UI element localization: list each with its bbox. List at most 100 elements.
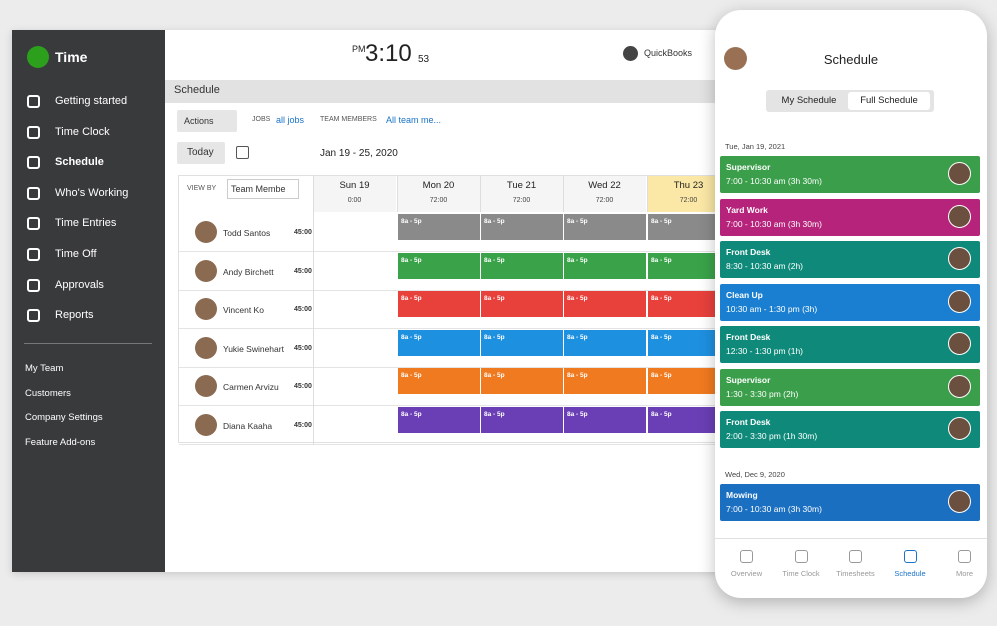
members-label: TEAM MEMBERS: [320, 116, 377, 123]
nav-icon: [27, 125, 40, 139]
view-by-select[interactable]: Team Membe: [227, 179, 299, 199]
nav-item[interactable]: Customers: [25, 387, 71, 399]
member-hours: 45:00: [294, 421, 312, 429]
tab[interactable]: Full Schedule: [848, 92, 930, 110]
shift[interactable]: 8a - 5p: [481, 329, 563, 356]
member-name: Carmen Arvizu: [223, 382, 279, 392]
avatar: [195, 298, 217, 320]
card-title: Front Desk: [726, 417, 771, 427]
shift[interactable]: 8a - 5p: [398, 406, 480, 433]
shift[interactable]: 8a - 5p: [481, 214, 563, 240]
shift[interactable]: 8a - 5p: [564, 329, 646, 356]
shift[interactable]: 8a - 5p: [564, 291, 646, 317]
shift[interactable]: 8a - 5p: [564, 368, 646, 394]
shift[interactable]: 8a - 5p: [481, 291, 563, 317]
nav-item[interactable]: Who's Working: [55, 186, 129, 199]
nav-item[interactable]: Company Settings: [25, 412, 103, 423]
avatar: [195, 336, 217, 359]
bottom-nav-item[interactable]: More: [955, 569, 974, 578]
shift[interactable]: 8a - 5p: [564, 252, 646, 279]
shift[interactable]: 8a - 5p: [398, 291, 480, 317]
actions-button[interactable]: Actions: [177, 110, 237, 132]
bottom-nav-item[interactable]: Schedule: [894, 569, 926, 578]
card-time: 7:00 - 10:30 am (3h 30m): [726, 503, 822, 514]
member-name: Andy Birchett: [223, 266, 274, 277]
nav-icon: [27, 95, 40, 108]
nav-item[interactable]: My Team: [25, 363, 64, 374]
card-title: Yard Work: [726, 204, 768, 215]
shift[interactable]: 8a - 5p: [398, 252, 480, 279]
member-name: Diana Kaaha: [223, 420, 273, 431]
nav-item[interactable]: Schedule: [55, 156, 104, 169]
nav-item[interactable]: Time Entries: [55, 217, 117, 230]
shift-card[interactable]: Yard Work 7:00 - 10:30 am (3h 30m): [720, 198, 980, 236]
shift[interactable]: 8a - 5p: [481, 406, 563, 433]
nav-icon: [903, 550, 917, 563]
shift[interactable]: 8a - 5p: [564, 214, 646, 240]
profile-avatar: [724, 47, 747, 70]
member-hours: 45:00: [294, 383, 312, 390]
card-title: Front Desk: [726, 247, 771, 257]
nav-icon: [849, 550, 862, 563]
day-header: [313, 176, 396, 212]
today-button[interactable]: Today: [177, 142, 225, 164]
nav-item[interactable]: Time Clock: [55, 125, 110, 138]
nav-item[interactable]: Time Off: [55, 248, 97, 260]
qb-logo: [623, 46, 638, 61]
brand: Time: [55, 49, 88, 65]
nav-item[interactable]: Feature Add-ons: [25, 436, 96, 448]
day-label: Wed 22: [588, 180, 621, 191]
members-value[interactable]: All team me...: [386, 115, 442, 125]
card-avatar: [948, 204, 971, 228]
date-label: Wed, Dec 9, 2020: [725, 469, 785, 479]
shift-card[interactable]: Supervisor 7:00 - 10:30 am (3h 30m): [720, 156, 980, 193]
shift[interactable]: 8a - 5p: [398, 368, 480, 394]
calendar-icon[interactable]: [236, 146, 249, 159]
shift[interactable]: 8a - 5p: [481, 252, 563, 279]
shift-card[interactable]: Front Desk 12:30 - 1:30 pm (1h): [720, 326, 980, 363]
day-header: [397, 176, 480, 212]
card-avatar: [948, 489, 971, 513]
day-hours: 72:00: [595, 197, 614, 204]
shift-card[interactable]: Clean Up 10:30 am - 1:30 pm (3h): [720, 283, 980, 321]
day-label: Mon 20: [422, 180, 455, 191]
clock-time: 3:10: [365, 40, 412, 67]
shift-card[interactable]: Mowing 7:00 - 10:30 am (3h 30m): [720, 483, 980, 521]
bottom-nav-item[interactable]: Overview: [730, 569, 763, 578]
shift-card[interactable]: Front Desk 2:00 - 3:30 pm (1h 30m): [720, 411, 980, 448]
shift[interactable]: 8a - 5p: [564, 406, 646, 433]
member-name: Vincent Ko: [223, 305, 264, 315]
jobs-value[interactable]: all jobs: [276, 115, 305, 125]
nav-item[interactable]: Approvals: [55, 278, 104, 291]
nav-icon: [27, 248, 40, 261]
shift[interactable]: 8a - 5p: [398, 214, 480, 240]
day-label: Thu 23: [673, 180, 704, 191]
row-line: [179, 366, 802, 368]
jobs-label: JOBS: [252, 116, 271, 123]
tab[interactable]: My Schedule: [781, 95, 837, 106]
shift[interactable]: 8a - 5p: [398, 329, 480, 356]
shift-card[interactable]: Front Desk 8:30 - 10:30 am (2h): [720, 241, 980, 278]
nav-item[interactable]: Reports: [55, 309, 94, 322]
member-hours: 45:00: [294, 344, 312, 352]
card-title: Supervisor: [726, 162, 771, 172]
sidebar: Time Getting started Time Clock Schedule Who…: [12, 30, 165, 572]
sun-column: [313, 212, 314, 444]
card-title: Supervisor: [726, 374, 771, 385]
page-title: Schedule: [174, 84, 220, 96]
nav-icon: [740, 550, 753, 563]
bottom-nav-line: [715, 538, 987, 539]
card-avatar: [948, 417, 971, 440]
card-title: Mowing: [726, 489, 758, 500]
shift[interactable]: 8a - 5p: [481, 368, 563, 394]
card-avatar: [948, 162, 971, 185]
nav-item[interactable]: Getting started: [55, 95, 128, 107]
row-line: [179, 251, 802, 252]
card-avatar: [948, 332, 971, 355]
nav-icon: [27, 217, 40, 231]
card-time: 12:30 - 1:30 pm (1h): [726, 346, 804, 356]
bottom-nav-item[interactable]: Time Clock: [782, 569, 820, 578]
bottom-nav-item[interactable]: Timesheets: [836, 569, 875, 578]
shift-card[interactable]: Supervisor 1:30 - 3:30 pm (2h): [720, 368, 980, 406]
